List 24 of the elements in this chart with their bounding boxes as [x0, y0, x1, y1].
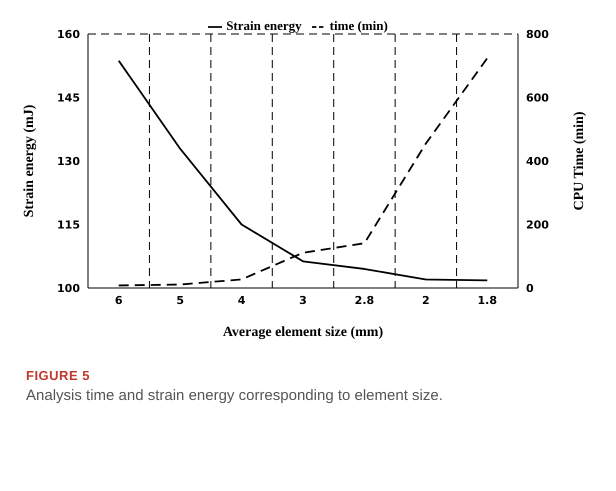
x-axis-title: Average element size (mm) — [222, 325, 384, 340]
x-tick-label: 4 — [238, 294, 246, 307]
y-tick-label: 115 — [57, 218, 80, 232]
y-axis-title: Strain energy (mJ) — [22, 104, 37, 218]
y-tick-label: 100 — [57, 282, 80, 295]
x-tick-label: 6 — [114, 294, 123, 307]
x-tick-label: 3 — [299, 294, 307, 307]
y2-tick-label: 200 — [526, 218, 550, 232]
y2-tick-label: 800 — [526, 28, 550, 41]
caption: FIGURE 5 — [26, 368, 91, 383]
y2-tick-label: 0 — [526, 282, 534, 295]
x-tick-label: 1.8 — [478, 294, 498, 307]
y-tick-label: 160 — [57, 28, 80, 41]
text: Analysis time and strain energy corresponding to element size. — [26, 387, 444, 404]
y2-tick-label: 600 — [526, 91, 550, 104]
x-tick-label: 2 — [422, 294, 430, 307]
legend-label: time (min) — [330, 18, 388, 33]
legend-label: Strain energy — [226, 18, 302, 33]
y2-tick-label: 400 — [526, 154, 550, 168]
y2-axis-title: CPU Time (min) — [572, 111, 587, 211]
y-tick-label: 130 — [57, 154, 80, 168]
y-tick-label: 145 — [57, 91, 80, 104]
x-tick-label: 5 — [176, 294, 184, 307]
x-tick-label: 2.8 — [354, 294, 374, 307]
